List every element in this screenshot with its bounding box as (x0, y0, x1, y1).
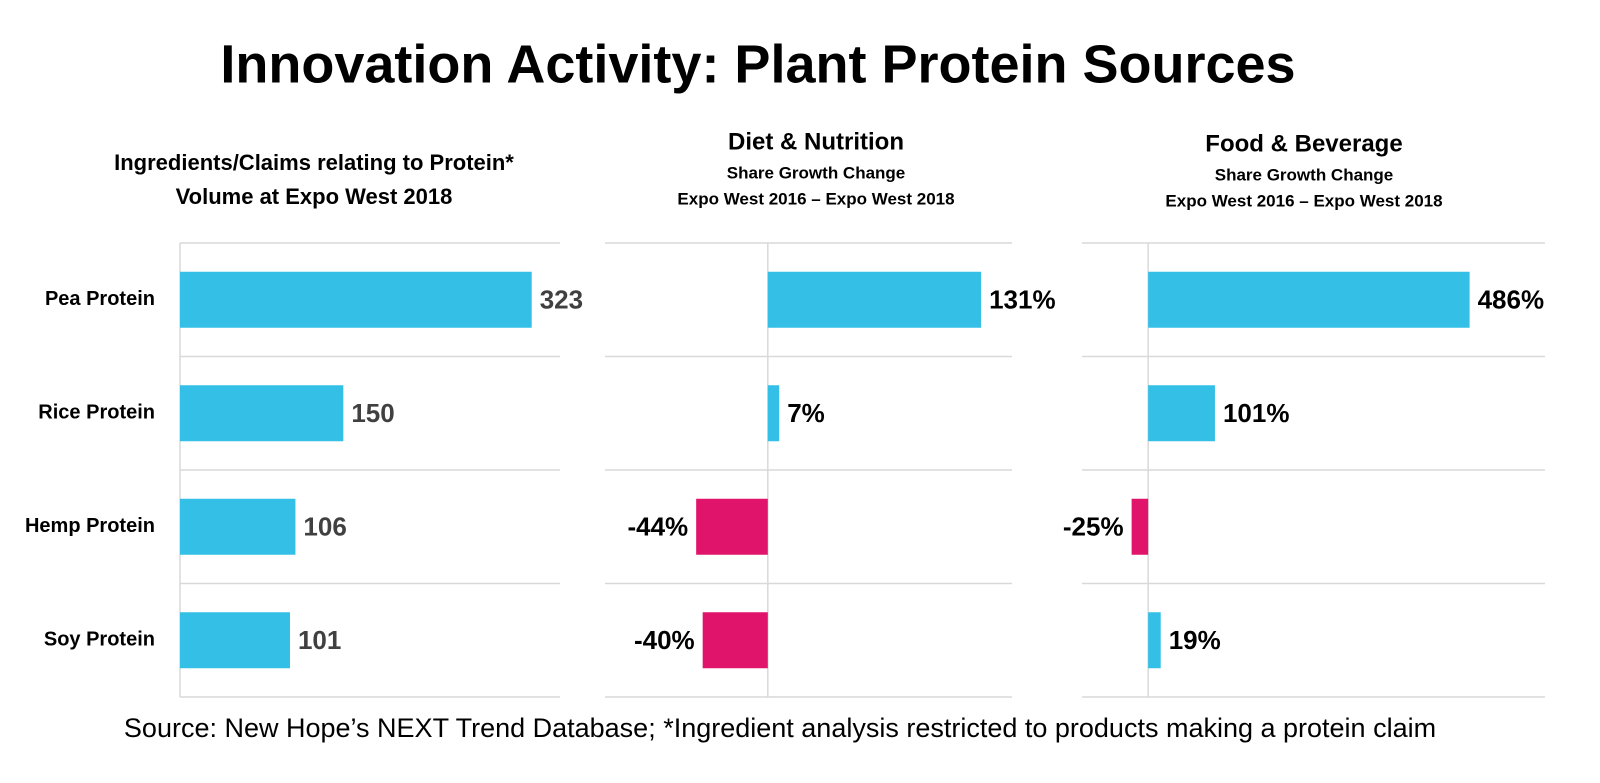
value-label: 7% (787, 398, 825, 428)
panel-title: Food & Beverage (1205, 130, 1402, 157)
value-label: -40% (634, 625, 695, 655)
bar (180, 271, 532, 328)
category-label: Rice Protein (38, 402, 155, 424)
bar (180, 612, 290, 669)
bar (1131, 498, 1149, 555)
bar (696, 498, 768, 555)
panel-title: Diet & Nutrition (728, 128, 904, 155)
value-label: 106 (303, 512, 346, 542)
value-label: -44% (627, 512, 688, 542)
bar (702, 612, 768, 669)
bar (767, 271, 982, 328)
bar (1148, 385, 1215, 442)
value-label: -25% (1063, 512, 1124, 542)
bar (180, 498, 296, 555)
page-title: Innovation Activity: Plant Protein Sourc… (220, 34, 1295, 94)
value-label: 131% (989, 285, 1056, 315)
value-label: 101% (1223, 398, 1290, 428)
category-label: Pea Protein (45, 288, 155, 310)
bar (767, 385, 780, 442)
value-label: 19% (1169, 625, 1221, 655)
value-label: 101 (298, 625, 341, 655)
source-note: Source: New Hope’s NEXT Trend Database; … (124, 713, 1436, 743)
bar (1148, 271, 1470, 328)
category-label: Hemp Protein (25, 515, 155, 537)
bar (1148, 612, 1161, 669)
panel-title: Ingredients/Claims relating to Protein* (114, 150, 514, 175)
panel-subtitle: Expo West 2016 – Expo West 2018 (1165, 191, 1442, 210)
value-label: 486% (1478, 285, 1545, 315)
value-label: 323 (540, 285, 583, 315)
panel-subtitle: Share Growth Change (727, 163, 906, 182)
value-label: 150 (351, 398, 394, 428)
category-label: Soy Protein (44, 629, 155, 651)
panel-subtitle: Expo West 2016 – Expo West 2018 (677, 189, 954, 208)
panel-subtitle: Share Growth Change (1215, 165, 1394, 184)
bar (180, 385, 344, 442)
panel-title: Volume at Expo West 2018 (176, 184, 453, 209)
